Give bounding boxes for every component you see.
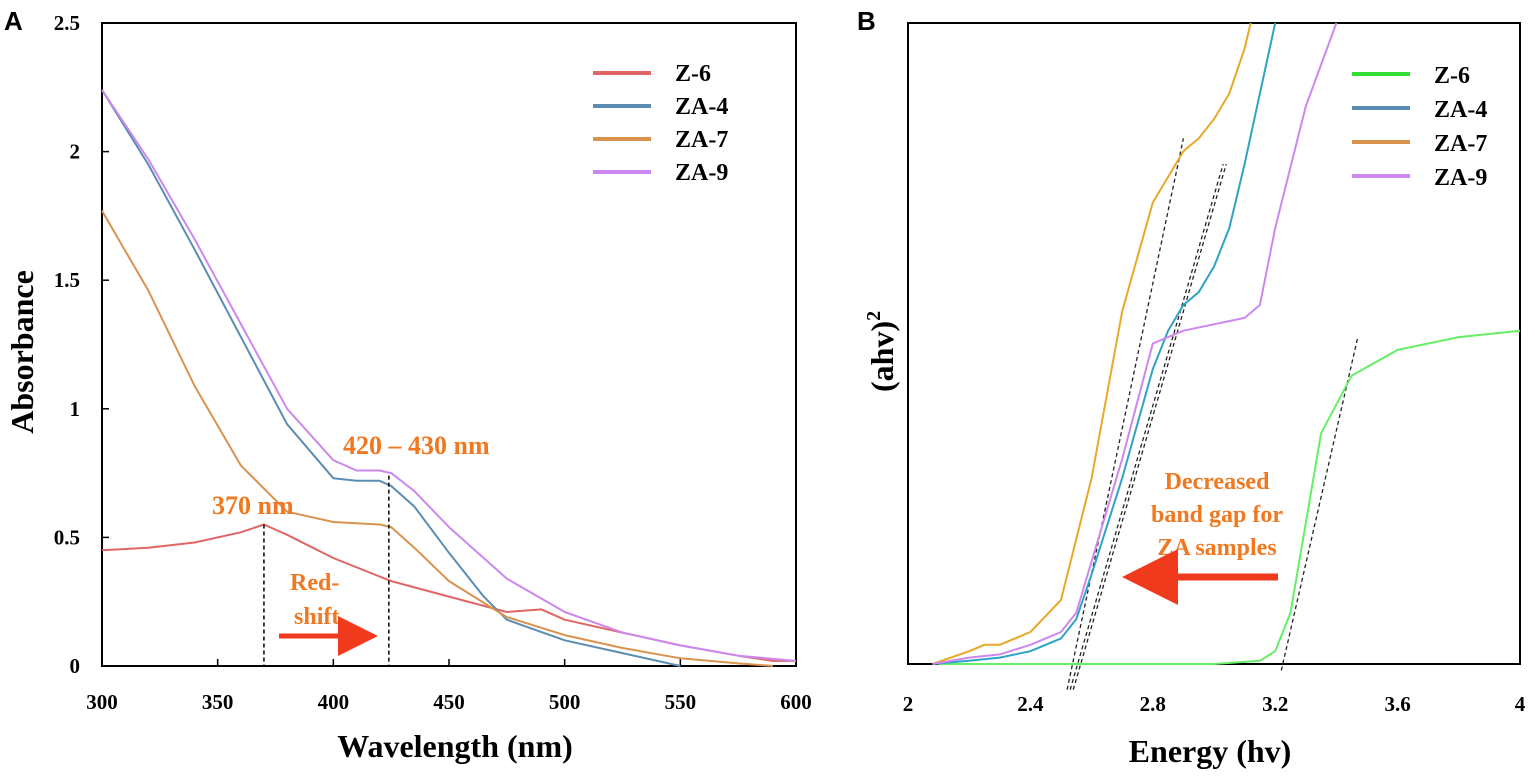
band-gap-label-line3: ZA samples [1157, 535, 1276, 561]
panel-b-xtick-label: 4 [1515, 692, 1526, 716]
panel-a-label: A [4, 6, 23, 36]
red-shift-label-line2: shift [294, 604, 339, 630]
panel-a-ytick-label: 0.5 [54, 525, 80, 549]
panel-b-xlabel: Energy (hv) [1129, 733, 1292, 769]
panel-a-xtick-label: 300 [86, 690, 118, 714]
series-line-za-9 [101, 89, 797, 662]
panel-b-xtick-label: 2 [903, 692, 914, 716]
panel-b-xtick-label: 2.4 [1017, 692, 1044, 716]
series-line-za-7 [101, 210, 773, 667]
legend-label-za-7: ZA-7 [675, 127, 728, 153]
panel-a-xlabel: Wavelength (nm) [337, 728, 573, 764]
red-shift-label-line1: Red- [290, 570, 339, 596]
peak-370-label: 370 nm [212, 491, 294, 520]
panel-b-ylabel: (ahv)2 [863, 311, 900, 392]
panel-a-ytick-label: 2 [70, 140, 81, 164]
tangent-line [1280, 336, 1359, 671]
peak-420-430-label: 420 – 430 nm [343, 431, 490, 460]
band-gap-label-line2: band gap for [1151, 502, 1283, 528]
panel-a-series [101, 89, 797, 667]
tauc-line-za-7 [932, 22, 1252, 665]
panel-b-tangents [1066, 138, 1359, 690]
b-legend-label-z-6: Z-6 [1434, 63, 1470, 89]
panel-a-xtick-label: 500 [549, 690, 581, 714]
series-line-z-6 [101, 523, 796, 662]
b-legend-label-za-9: ZA-9 [1434, 165, 1487, 191]
tauc-line-za-9 [932, 22, 1338, 665]
b-legend-label-za-4: ZA-4 [1434, 97, 1487, 123]
tangent-line [1066, 138, 1185, 690]
panel-a-ytick-label: 1 [70, 397, 81, 421]
panel-b-xtick-label: 3.2 [1262, 692, 1288, 716]
panel-a-legend: Z-6 ZA-4 ZA-7 ZA-9 [593, 61, 728, 186]
panel-b-label: B [857, 6, 876, 36]
tangent-line [1069, 163, 1224, 690]
tauc-line-za-4 [932, 22, 1277, 665]
b-legend-label-za-7: ZA-7 [1434, 131, 1487, 157]
tangent-line [1072, 163, 1227, 690]
panel-a-xtick-label: 550 [665, 690, 697, 714]
panel-a-ylabel: Absorbance [4, 270, 40, 434]
band-gap-label-line1: Decreased [1165, 469, 1271, 495]
panel-a-ytick-label: 0 [70, 654, 81, 678]
panel-a-xtick-label: 400 [318, 690, 350, 714]
panel-b-xtick-label: 3.6 [1384, 692, 1410, 716]
panel-a-ticks: 300 350 400 450 500 550 600 0 0.5 1 1.5 2 2.5 [54, 11, 812, 714]
series-line-za-4 [101, 89, 681, 667]
panel-a-xtick-label: 350 [202, 690, 234, 714]
panel-a-xtick-label: 450 [433, 690, 465, 714]
panel-b-chart: 2 2.4 2.8 3.2 3.6 4 Z-6 ZA-4 ZA-7 ZA-9 Decreased… [863, 22, 1526, 769]
legend-label-z-6: Z-6 [675, 61, 711, 87]
tauc-line-z-6 [938, 329, 1521, 665]
panel-b-series [932, 22, 1521, 665]
legend-label-za-4: ZA-4 [675, 94, 728, 120]
legend-label-za-9: ZA-9 [675, 160, 728, 186]
panel-b-legend: Z-6 ZA-4 ZA-7 ZA-9 [1352, 63, 1487, 191]
panel-a-annotations: 370 nm 420 – 430 nm Red- shift [212, 431, 490, 666]
panel-b-ylabel-sup: 2 [863, 311, 885, 321]
panel-b-annotations: Decreased band gap for ZA samples [1122, 469, 1283, 605]
panel-a-chart: 300 350 400 450 500 550 600 0 0.5 1 1.5 2 2.5 Z-6 ZA-… [4, 11, 812, 764]
panel-a-ytick-label: 2.5 [54, 11, 80, 35]
panel-a-xtick-label: 600 [780, 690, 812, 714]
panel-b-ticks: 2 2.4 2.8 3.2 3.6 4 [903, 692, 1526, 716]
panel-a-ytick-label: 1.5 [54, 268, 80, 292]
panel-b-xtick-label: 2.8 [1140, 692, 1166, 716]
panel-b-ylabel-main: (ahv) [864, 321, 900, 392]
